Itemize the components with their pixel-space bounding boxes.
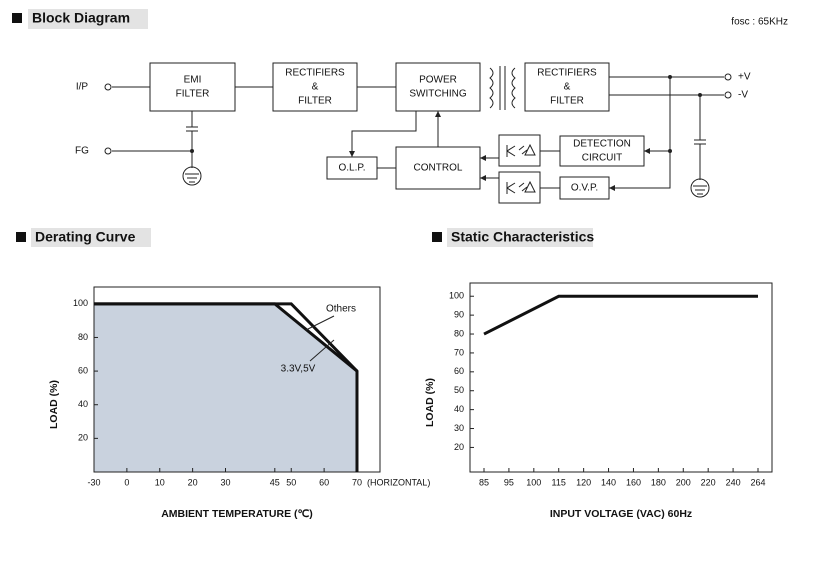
y-tick-label: 50 xyxy=(454,385,464,395)
x-tick-label: -30 xyxy=(87,477,100,487)
x-tick-label: 200 xyxy=(676,477,691,487)
block-label: RECTIFIERS xyxy=(537,68,597,79)
output-label: +V xyxy=(738,72,751,83)
block-label: POWER xyxy=(419,75,457,86)
x-tick-label: 140 xyxy=(601,477,616,487)
series-label: 3.3V,5V xyxy=(281,364,316,375)
x-tick-label: 264 xyxy=(750,477,765,487)
transformer xyxy=(489,66,516,110)
junctions xyxy=(190,75,702,153)
x-tick-label: 45 xyxy=(270,477,280,487)
header-band xyxy=(31,228,151,247)
block-label: RECTIFIERS xyxy=(285,68,345,79)
area-fill xyxy=(94,303,357,472)
y-tick-label: 20 xyxy=(78,433,88,443)
y-axis-label: LOAD (%) xyxy=(424,378,436,427)
block-label: EMI xyxy=(184,75,202,86)
block-label: CIRCUIT xyxy=(582,153,623,164)
x-tick-label: 60 xyxy=(319,477,329,487)
series-line xyxy=(94,302,358,373)
header-square xyxy=(432,232,442,242)
chart-title: Static Characteristics xyxy=(451,229,594,245)
y-tick-label: 30 xyxy=(454,423,464,433)
x-tick-label: 100 xyxy=(526,477,541,487)
y-axis-label: LOAD (%) xyxy=(48,380,60,429)
block-label: O.V.P. xyxy=(571,183,598,194)
block-label: DETECTION xyxy=(573,139,631,150)
header-square xyxy=(12,13,22,23)
x-note: (HORIZONTAL) xyxy=(367,477,430,487)
x-axis-label: AMBIENT TEMPERATURE (℃) xyxy=(161,508,313,520)
x-tick-label: 115 xyxy=(552,477,566,487)
plot-frame xyxy=(93,286,381,473)
input-label: FG xyxy=(75,146,89,157)
y-tick-label: 100 xyxy=(449,291,464,301)
y-tick-label: 40 xyxy=(454,404,464,414)
header-band xyxy=(447,228,593,247)
chart-title: Derating Curve xyxy=(35,229,136,245)
x-tick-label: 95 xyxy=(504,477,514,487)
series-label: Others xyxy=(326,304,356,315)
grounds xyxy=(182,166,710,198)
block-label: CONTROL xyxy=(414,163,463,174)
header-band xyxy=(28,9,148,29)
note: fosc : 65KHz xyxy=(731,17,788,28)
x-tick-label: 50 xyxy=(286,477,296,487)
y-tick-label: 60 xyxy=(78,365,88,375)
y-tick-label: 70 xyxy=(454,347,464,357)
series-line xyxy=(483,294,758,336)
y-tick-label: 60 xyxy=(454,366,464,376)
blocks xyxy=(149,62,645,200)
x-tick-label: 30 xyxy=(220,477,230,487)
y-tick-label: 100 xyxy=(73,298,88,308)
block-label: & xyxy=(312,82,319,93)
terminals xyxy=(104,73,732,155)
x-tick-label: 0 xyxy=(124,477,129,487)
block-label: SWITCHING xyxy=(409,89,466,100)
input-label: I/P xyxy=(76,82,89,93)
block-label: O.L.P. xyxy=(338,163,365,174)
plot-frame xyxy=(469,282,773,473)
block-label: FILTER xyxy=(176,89,210,100)
optocouplers xyxy=(498,134,541,204)
block-label: FILTER xyxy=(550,96,584,107)
x-tick-label: 160 xyxy=(626,477,641,487)
x-tick-label: 20 xyxy=(188,477,198,487)
leader-line xyxy=(305,315,335,331)
x-tick-label: 240 xyxy=(726,477,741,487)
block-labels: EMI FILTER RECTIFIERS & FILTER POWER SWITCHING… xyxy=(176,68,631,194)
section-title: Block Diagram xyxy=(32,10,130,26)
x-tick-label: 10 xyxy=(155,477,165,487)
y-tick-label: 40 xyxy=(78,399,88,409)
output-label: -V xyxy=(738,90,748,101)
leader-line xyxy=(309,339,335,362)
arrows xyxy=(349,111,650,191)
y-tick-label: 80 xyxy=(454,328,464,338)
x-tick-label: 120 xyxy=(576,477,591,487)
x-axis-label: INPUT VOLTAGE (VAC) 60Hz xyxy=(550,508,692,520)
y-tick-label: 80 xyxy=(78,332,88,342)
header-square xyxy=(16,232,26,242)
x-tick-label: 180 xyxy=(651,477,666,487)
x-tick-label: 220 xyxy=(701,477,716,487)
x-tick-label: 85 xyxy=(479,477,489,487)
block-label: FILTER xyxy=(298,96,332,107)
x-tick-label: 70 xyxy=(352,477,362,487)
wires xyxy=(112,76,724,189)
y-tick-label: 90 xyxy=(454,310,464,320)
y-tick-label: 20 xyxy=(454,442,464,452)
block-label: & xyxy=(564,82,571,93)
